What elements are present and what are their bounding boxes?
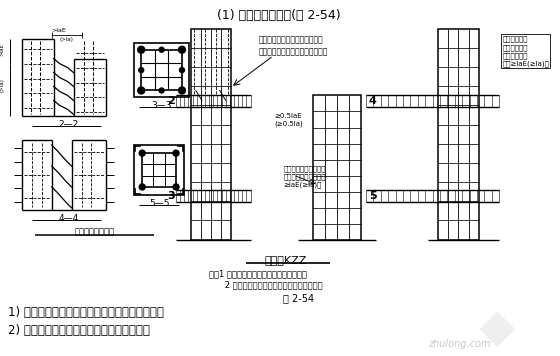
Text: 自层支柱边缘算起，宜
锚入框支架或楼层板内
≥laE(≥la)。: 自层支柱边缘算起，宜 锚入框支架或楼层板内 ≥laE(≥la)。 — [283, 165, 326, 188]
Text: (>la): (>la) — [0, 79, 4, 93]
Text: >laE: >laE — [52, 28, 67, 33]
Text: (>la): (>la) — [60, 37, 73, 42]
Bar — [134, 43, 189, 98]
Text: (1) 框支柱钢筋构造(图 2-54): (1) 框支柱钢筋构造(图 2-54) — [217, 9, 340, 22]
Text: 图 2-54: 图 2-54 — [283, 293, 314, 303]
Bar — [134, 145, 184, 195]
Circle shape — [180, 68, 184, 73]
Text: 5—5: 5—5 — [149, 199, 169, 208]
Text: 1) 框支柱的柱底纵筋的连接构造同抗震框架柱。: 1) 框支柱的柱底纵筋的连接构造同抗震框架柱。 — [8, 306, 164, 319]
Bar — [142, 153, 176, 187]
Text: ≥0.5laE
(≥0.5la): ≥0.5laE (≥0.5la) — [274, 113, 303, 127]
Text: 注：1 柱底纵筋的连接构造同抗震框架柱。: 注：1 柱底纵筋的连接构造同抗震框架柱。 — [209, 269, 307, 278]
Text: >laE: >laE — [0, 43, 4, 56]
Text: 纵向钢筋弯折要求: 纵向钢筋弯折要求 — [74, 228, 114, 237]
Polygon shape — [479, 311, 515, 347]
Bar — [141, 50, 182, 90]
Text: 3—3: 3—3 — [151, 101, 171, 110]
Text: 4—4: 4—4 — [58, 214, 79, 223]
Circle shape — [173, 150, 179, 156]
Circle shape — [159, 47, 164, 52]
Text: 2: 2 — [167, 96, 175, 106]
Circle shape — [139, 184, 145, 190]
Text: 5: 5 — [369, 191, 377, 201]
Circle shape — [179, 87, 185, 94]
Circle shape — [139, 150, 145, 156]
Circle shape — [179, 46, 185, 53]
Circle shape — [138, 46, 144, 53]
Text: 2) 柱纵向钢筋的连接宜采用机械连接接头。: 2) 柱纵向钢筋的连接宜采用机械连接接头。 — [8, 324, 150, 337]
Bar — [437, 29, 479, 240]
Text: 2—2: 2—2 — [58, 120, 79, 129]
Circle shape — [173, 184, 179, 190]
Circle shape — [139, 68, 144, 73]
Text: 4: 4 — [369, 96, 377, 106]
Text: 框支柱部分纵筋延伸到上层剪力
力墙楼板顶，锚别为：能通则通。: 框支柱部分纵筋延伸到上层剪力 力墙楼板顶，锚别为：能通则通。 — [259, 36, 328, 57]
Text: 框支柱KZZ: 框支柱KZZ — [264, 255, 306, 265]
Text: zhulong.com: zhulong.com — [428, 339, 490, 349]
Circle shape — [159, 88, 164, 93]
Text: 3: 3 — [167, 191, 175, 201]
Bar — [313, 95, 361, 240]
Text: 自框支柱边缘
算起，宜锚入
框支梁或楼层
板内≥laE(≥la)。: 自框支柱边缘 算起，宜锚入 框支梁或楼层 板内≥laE(≥la)。 — [502, 36, 549, 67]
Text: 2 柱纵向钢筋的连接宜采用机械连接接头。: 2 柱纵向钢筋的连接宜采用机械连接接头。 — [209, 281, 323, 289]
Bar — [191, 29, 231, 240]
Circle shape — [138, 87, 144, 94]
